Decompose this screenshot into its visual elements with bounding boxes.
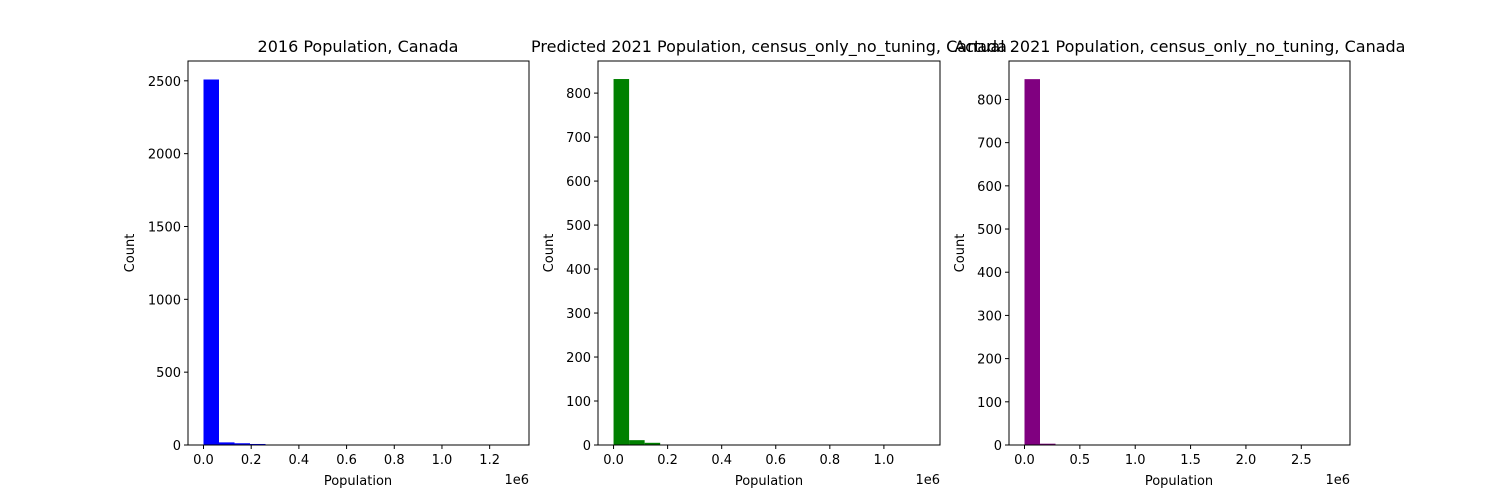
- y-axis-ticks: 0 500 1000 1500 2000 2500: [148, 75, 188, 454]
- y-axis-ticks: 0 100 200 300 400 500 600 700 800: [977, 93, 1009, 454]
- histogram-bar-1: [629, 440, 645, 445]
- y-tick-label: 400: [977, 266, 1002, 281]
- y-tick-label: 800: [977, 93, 1002, 108]
- y-tick-label: 300: [566, 307, 591, 322]
- x-axis-label: Population: [324, 474, 392, 489]
- subplot-predicted-2021-population: Predicted 2021 Population, census_only_n…: [531, 37, 1007, 489]
- x-tick-label: 0.2: [241, 453, 262, 468]
- y-tick-label: 1500: [148, 220, 181, 235]
- y-tick-label: 600: [977, 180, 1002, 195]
- y-tick-label: 0: [583, 439, 591, 454]
- x-tick-label: 0.5: [1070, 453, 1091, 468]
- histogram-bars: [203, 79, 514, 446]
- plot-frame: [597, 60, 941, 446]
- x-tick-label: 0.0: [1014, 453, 1035, 468]
- chart-title: 2016 Population, Canada: [258, 37, 459, 56]
- x-axis-offset-text: 1e6: [915, 473, 940, 488]
- histogram-bar-1: [219, 442, 235, 445]
- y-tick-label: 300: [977, 309, 1002, 324]
- chart-title: Actual 2021 Population, census_only_no_t…: [955, 37, 1406, 57]
- y-tick-label: 500: [977, 223, 1002, 238]
- x-tick-label: 0.0: [603, 453, 624, 468]
- y-tick-label: 100: [566, 395, 591, 410]
- x-tick-label: 0.8: [819, 453, 840, 468]
- x-tick-label: 0.4: [711, 453, 732, 468]
- y-tick-label: 800: [566, 87, 591, 102]
- x-tick-label: 1.0: [432, 453, 453, 468]
- y-axis-label: Count: [542, 234, 557, 273]
- x-tick-label: 1.0: [874, 453, 895, 468]
- y-tick-label: 500: [156, 366, 181, 381]
- y-tick-label: 600: [566, 175, 591, 190]
- y-axis-ticks: 0 100 200 300 400 500 600 700 800: [566, 87, 598, 454]
- y-tick-label: 2500: [148, 75, 181, 90]
- x-axis-offset-text: 1e6: [504, 473, 529, 488]
- plot-frame: [1008, 60, 1351, 446]
- x-axis-ticks: 0.0 0.2 0.4 0.6 0.8 1.0 1.2: [193, 445, 500, 468]
- histogram-bars: [1024, 79, 1335, 446]
- y-tick-label: 700: [977, 137, 1002, 152]
- y-tick-label: 0: [173, 439, 181, 454]
- y-axis-label: Count: [123, 234, 138, 273]
- x-tick-label: 0.2: [657, 453, 678, 468]
- y-axis-label: Count: [953, 234, 968, 273]
- x-tick-label: 0.0: [193, 453, 214, 468]
- x-axis-ticks: 0.0 0.5 1.0 1.5 2.0 2.5: [1014, 445, 1312, 468]
- y-tick-label: 0: [994, 439, 1002, 454]
- x-axis-label: Population: [735, 474, 803, 489]
- plot-frame: [187, 60, 530, 446]
- y-tick-label: 200: [977, 353, 1002, 368]
- x-tick-label: 2.5: [1291, 453, 1312, 468]
- x-tick-label: 0.6: [336, 453, 357, 468]
- subplot-2016-population: 2016 Population, Canada 0.0 0.2 0.4 0.6 0.8 1…: [123, 37, 530, 489]
- y-tick-label: 400: [566, 263, 591, 278]
- y-tick-label: 1000: [148, 293, 181, 308]
- histogram-bar-0: [1024, 79, 1040, 445]
- x-tick-label: 1.0: [1125, 453, 1146, 468]
- histogram-bar-2: [234, 443, 250, 445]
- histogram-bars: [613, 79, 925, 446]
- y-tick-label: 700: [566, 131, 591, 146]
- y-tick-label: 200: [566, 351, 591, 366]
- y-tick-label: 500: [566, 219, 591, 234]
- histogram-bar-0: [613, 79, 630, 445]
- x-axis-label: Population: [1145, 474, 1213, 489]
- chart-title: Predicted 2021 Population, census_only_n…: [531, 37, 1007, 57]
- y-tick-label: 100: [977, 396, 1002, 411]
- x-axis-ticks: 0.0 0.2 0.4 0.6 0.8 1.0: [603, 445, 894, 468]
- histogram-bar-1: [1040, 443, 1056, 445]
- x-axis-offset-text: 1e6: [1325, 473, 1350, 488]
- histogram-bar-2: [644, 442, 661, 445]
- y-tick-label: 2000: [148, 148, 181, 163]
- x-tick-label: 0.6: [765, 453, 786, 468]
- x-tick-label: 2.0: [1236, 453, 1257, 468]
- x-tick-label: 1.2: [479, 453, 500, 468]
- subplot-actual-2021-population: Actual 2021 Population, census_only_no_t…: [953, 37, 1405, 489]
- x-tick-label: 0.4: [289, 453, 310, 468]
- x-tick-label: 0.8: [384, 453, 405, 468]
- x-tick-label: 1.5: [1180, 453, 1201, 468]
- histogram-bar-3: [250, 443, 266, 445]
- histogram-bar-0: [203, 79, 219, 445]
